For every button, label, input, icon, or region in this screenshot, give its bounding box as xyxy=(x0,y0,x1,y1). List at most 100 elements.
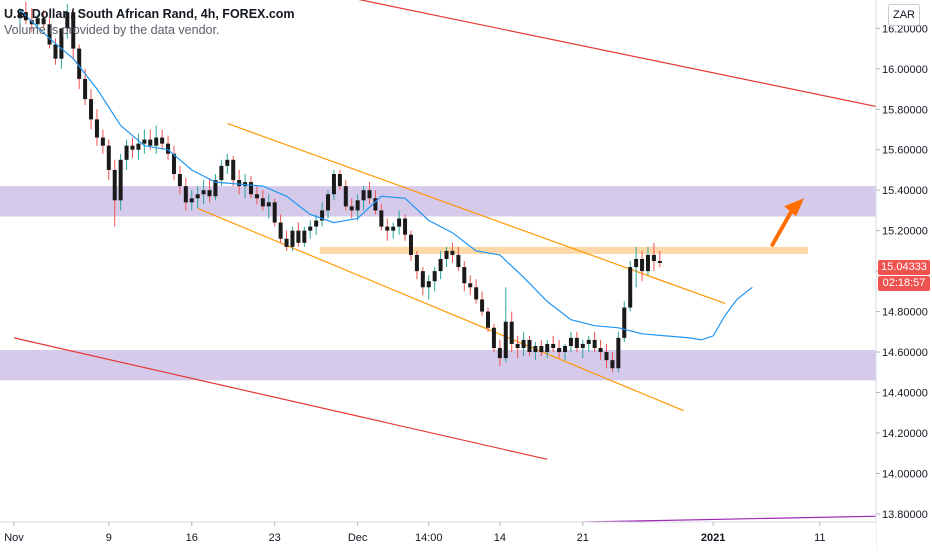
candle-body xyxy=(586,339,591,344)
candle xyxy=(468,275,473,296)
candle-body xyxy=(337,174,342,187)
candle-body xyxy=(296,230,301,243)
candle xyxy=(183,178,188,211)
candle xyxy=(320,202,325,227)
candle-body xyxy=(367,190,372,199)
candle-body xyxy=(432,271,437,282)
candle xyxy=(71,8,76,59)
candle-body xyxy=(195,194,200,199)
countdown-label: 02:18:57 xyxy=(878,276,930,291)
breakout-arrow xyxy=(770,198,805,247)
purple-trend-line xyxy=(582,515,891,523)
candle-body xyxy=(391,226,396,231)
candle xyxy=(361,186,366,211)
candle xyxy=(367,182,372,205)
candle xyxy=(249,176,253,199)
candle xyxy=(574,331,579,353)
candle xyxy=(17,8,22,29)
candle-body xyxy=(622,307,627,338)
candle xyxy=(118,153,123,211)
candle xyxy=(166,135,171,160)
y-tick-label: 14.40000 xyxy=(882,388,928,400)
candle-body xyxy=(509,321,514,344)
candle xyxy=(314,214,319,235)
x-tick-label: 14 xyxy=(494,532,506,544)
candle-body xyxy=(183,186,188,203)
candle-body xyxy=(491,327,496,348)
candle xyxy=(610,352,615,373)
candle xyxy=(634,246,639,288)
candle-body xyxy=(545,343,550,353)
candle-body xyxy=(557,348,562,353)
candle xyxy=(308,220,313,239)
candle-body xyxy=(106,145,111,170)
candle-body xyxy=(83,78,88,100)
channel-bottom-line xyxy=(197,207,684,412)
candle xyxy=(657,250,662,268)
candle-body xyxy=(59,28,64,59)
candle xyxy=(94,109,99,146)
candle xyxy=(260,190,265,211)
candle xyxy=(201,180,206,205)
candle-body xyxy=(480,299,485,312)
candle-body xyxy=(142,139,147,144)
candle-body xyxy=(130,145,135,150)
candle xyxy=(177,165,182,195)
x-tick-label: 21 xyxy=(577,532,589,544)
candle-body xyxy=(112,169,117,201)
candle xyxy=(106,139,111,181)
trend-line-lower xyxy=(13,337,548,460)
candle xyxy=(130,137,135,158)
candle-body xyxy=(189,198,194,203)
candle xyxy=(515,335,520,359)
x-tick-label: 14:00 xyxy=(415,532,443,544)
candle-body xyxy=(634,258,639,268)
candle xyxy=(563,343,568,361)
candle xyxy=(59,28,64,69)
volume-note: Volume is provided by the data vendor. xyxy=(4,23,220,37)
currency-button[interactable]: ZAR xyxy=(888,4,920,26)
candle xyxy=(337,169,342,191)
candle xyxy=(355,194,360,221)
candle-body xyxy=(320,210,325,221)
candle-body xyxy=(456,254,461,268)
candle-body xyxy=(35,18,40,25)
candle-body xyxy=(408,234,413,255)
candle xyxy=(331,169,336,201)
candle-body xyxy=(651,254,656,261)
candle-body xyxy=(628,267,633,308)
candle xyxy=(580,339,585,359)
candle-body xyxy=(420,271,425,288)
candle xyxy=(420,267,425,296)
y-tick-label: 14.60000 xyxy=(882,347,928,359)
candle xyxy=(385,218,390,241)
candle xyxy=(189,190,194,211)
candle-body xyxy=(444,250,449,259)
candle-body xyxy=(94,119,99,138)
y-tick-label: 15.60000 xyxy=(882,145,928,157)
candle xyxy=(284,230,289,251)
candle-body xyxy=(254,194,259,199)
candle xyxy=(65,4,70,39)
candle xyxy=(491,323,496,353)
moving-average-line xyxy=(19,9,753,341)
candle-body xyxy=(462,267,467,284)
candle-body xyxy=(385,226,390,231)
candle-body xyxy=(645,254,650,272)
candle-body xyxy=(373,198,378,211)
candle-body xyxy=(331,174,336,195)
x-tick-label: 23 xyxy=(269,532,281,544)
candle-body xyxy=(616,337,621,369)
candle-body xyxy=(551,343,556,348)
candle xyxy=(604,343,609,369)
candle-body xyxy=(177,174,182,187)
x-tick-label: Dec xyxy=(348,532,368,544)
candle xyxy=(254,186,259,205)
candle-body xyxy=(201,190,206,195)
candle xyxy=(266,194,271,219)
x-tick-label: Nov xyxy=(4,532,24,544)
candle-body xyxy=(308,226,313,231)
candle-body xyxy=(41,18,46,25)
